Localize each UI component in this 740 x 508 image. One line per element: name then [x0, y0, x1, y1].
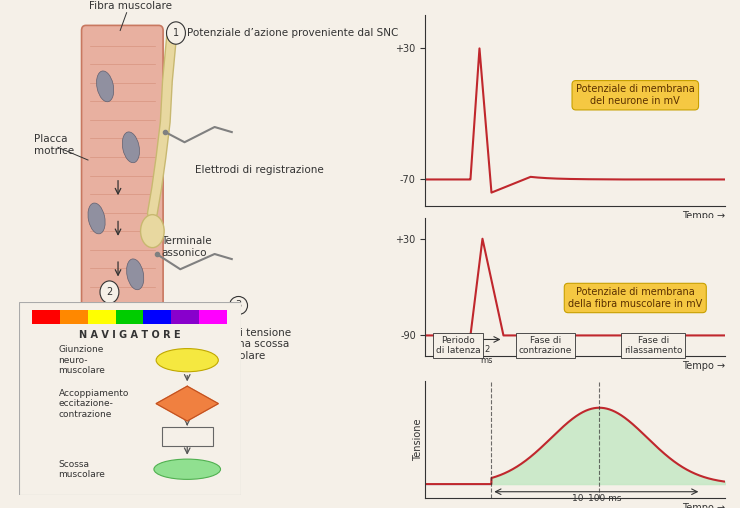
Text: 1: 1	[173, 28, 179, 38]
Text: Placca
motrice: Placca motrice	[34, 134, 75, 155]
Text: Potenziale di membrana
della fibra muscolare in mV: Potenziale di membrana della fibra musco…	[568, 287, 702, 309]
Polygon shape	[156, 386, 218, 421]
Bar	[172, 310, 199, 325]
X-axis label: Tempo →: Tempo →	[682, 211, 725, 221]
Bar	[144, 310, 172, 325]
Ellipse shape	[122, 396, 140, 427]
Text: Sviluppo di tensione
durante una scossa
muscolare: Sviluppo di tensione durante una scossa …	[185, 328, 292, 361]
Ellipse shape	[127, 259, 144, 290]
Bar	[60, 310, 87, 325]
Bar	[199, 310, 227, 325]
Ellipse shape	[156, 348, 218, 372]
Text: 3: 3	[235, 300, 241, 310]
Text: Accoppiamento
eccitazione-
contrazione: Accoppiamento eccitazione- contrazione	[58, 389, 129, 419]
Ellipse shape	[141, 214, 164, 247]
Bar	[32, 310, 60, 325]
Text: Potenziale di membrana
del neurone in mV: Potenziale di membrana del neurone in mV	[576, 84, 695, 106]
Text: 10–100 ms: 10–100 ms	[571, 494, 621, 503]
X-axis label: Tempo →: Tempo →	[682, 361, 725, 371]
Text: Periodo
di latenza: Periodo di latenza	[436, 336, 481, 355]
Text: Terminale
assonico: Terminale assonico	[161, 236, 212, 258]
Ellipse shape	[88, 203, 105, 234]
Ellipse shape	[96, 71, 114, 102]
Text: Potenziale d’azione muscolare: Potenziale d’azione muscolare	[19, 318, 178, 328]
Text: Elettrodi di registrazione: Elettrodi di registrazione	[195, 165, 324, 175]
Circle shape	[100, 281, 119, 303]
Y-axis label: Tensione: Tensione	[413, 418, 423, 461]
Text: Fase di
contrazione: Fase di contrazione	[519, 336, 572, 355]
Text: Potenziale d’azione proveniente dal SNC: Potenziale d’azione proveniente dal SNC	[186, 28, 398, 38]
Text: Scossa
muscolare: Scossa muscolare	[58, 460, 105, 479]
Ellipse shape	[88, 437, 105, 467]
Text: 2
ms: 2 ms	[481, 345, 493, 365]
Circle shape	[166, 22, 186, 44]
Text: Fase di
rilassamento: Fase di rilassamento	[624, 336, 682, 355]
FancyBboxPatch shape	[81, 25, 163, 493]
Ellipse shape	[96, 335, 114, 366]
FancyBboxPatch shape	[18, 302, 240, 495]
Ellipse shape	[122, 132, 140, 163]
Bar	[115, 310, 144, 325]
Text: 2: 2	[107, 287, 112, 297]
Ellipse shape	[154, 459, 221, 480]
FancyBboxPatch shape	[161, 427, 213, 446]
Text: Giunzione
neuro-
muscolare: Giunzione neuro- muscolare	[58, 345, 105, 375]
X-axis label: Tempo →: Tempo →	[682, 503, 725, 508]
Bar	[87, 310, 115, 325]
Text: Fibra muscolare: Fibra muscolare	[90, 1, 172, 11]
Text: N A V I G A T O R E: N A V I G A T O R E	[78, 330, 181, 340]
